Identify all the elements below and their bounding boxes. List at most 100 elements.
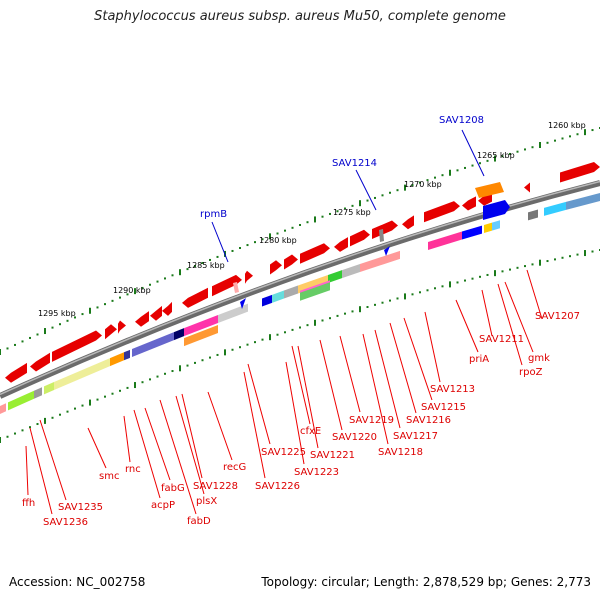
gene-label: SAV1226 (255, 481, 300, 492)
scale-tick (306, 324, 309, 327)
scale-tick (494, 270, 496, 277)
leader-line (461, 129, 485, 177)
scale-tick (591, 250, 594, 253)
gene-block (300, 282, 330, 301)
gene-block (328, 270, 342, 283)
scale-tick (179, 269, 181, 276)
scale-tick (486, 159, 489, 162)
scale-tick (104, 395, 106, 398)
scale-tick (546, 260, 549, 263)
scale-tick (479, 275, 481, 278)
scale-tick (456, 281, 459, 284)
accession-text: Accession: NC_002758 (9, 575, 146, 589)
scale-label: 1290 kbp (113, 286, 151, 295)
scale-tick (74, 407, 76, 410)
scale-tick (254, 241, 256, 244)
gene-arrow (424, 201, 460, 223)
scale-tick (171, 274, 174, 277)
gene-marker (240, 298, 246, 309)
scale-tick (194, 265, 196, 268)
scale-tick (366, 306, 369, 309)
leader-line (362, 333, 389, 445)
gene-arrow (483, 200, 510, 220)
gene-block (0, 403, 6, 414)
scale-tick (396, 297, 399, 300)
scale-label: 1280 kbp (259, 236, 297, 245)
scale-tick (209, 258, 211, 261)
gene-block (44, 381, 54, 395)
scale-tick (329, 212, 331, 215)
scale-tick (321, 215, 324, 218)
scale-tick (269, 233, 271, 240)
gene-arrow (150, 305, 162, 321)
gene-block (174, 328, 184, 341)
scale-label: 1270 kbp (404, 180, 442, 189)
gene-block (124, 349, 130, 361)
scale-tick (66, 319, 69, 322)
backbone-highlight (0, 180, 600, 396)
scale-tick (89, 399, 91, 406)
gene-block (34, 387, 42, 399)
scale-tick (201, 359, 204, 362)
scale-tick (134, 288, 136, 295)
gene-block (544, 201, 566, 216)
gene-arrow (350, 229, 370, 247)
gene-arrow (462, 196, 476, 211)
scale-tick (419, 291, 421, 294)
gene-label: SAV1217 (393, 431, 438, 442)
scale-tick (366, 199, 369, 202)
gene-arrow (300, 243, 330, 264)
scale-tick (576, 133, 579, 136)
scale-tick (411, 184, 414, 187)
gene-label: fabG (161, 483, 185, 494)
scale-tick (261, 338, 264, 341)
gene-block (272, 290, 284, 303)
scale-tick (209, 356, 211, 359)
gene-arrow (402, 215, 414, 230)
gene-label: SAV1220 (332, 432, 377, 443)
gene-arrow (5, 362, 27, 383)
scale-tick (21, 340, 24, 343)
scale-label: 1285 kbp (187, 261, 225, 270)
leader-line (133, 409, 161, 499)
scale-tick (231, 348, 234, 351)
gene-arrow (105, 324, 117, 340)
gene-label: SAV1215 (421, 402, 466, 413)
scale-tick (591, 129, 594, 132)
gene-block (8, 390, 34, 411)
scale-tick (231, 249, 234, 252)
bottom-gene-labels: SAV1207 SAV1211 gmk rpoZ priA SAV1213 SA… (22, 311, 580, 528)
gene-block (184, 324, 218, 347)
leader-line (243, 371, 266, 479)
leader-line (29, 427, 53, 515)
scale-tick (531, 263, 534, 266)
gene-label: SAV1225 (261, 447, 306, 458)
scale-tick (149, 378, 151, 381)
leader-line (247, 363, 271, 445)
scale-tick (14, 343, 16, 346)
leader-line (211, 221, 229, 263)
scale-tick (464, 166, 466, 169)
scale-tick (449, 169, 451, 176)
gene-block (342, 264, 360, 279)
scale-tick (44, 417, 46, 424)
scale-tick (441, 174, 444, 177)
gene-arrow (560, 162, 600, 183)
gene-block (360, 250, 400, 273)
gene-label-top: rpmB (200, 209, 227, 220)
gene-block (566, 193, 600, 210)
scale-tick (246, 244, 249, 247)
scale-tick (336, 210, 339, 213)
gene-label: smc (99, 471, 119, 482)
scale-tick (321, 319, 324, 322)
scale-tick (531, 146, 534, 149)
scale-tick (306, 221, 309, 224)
scale-tick (261, 238, 264, 241)
scale-tick (561, 137, 564, 140)
leader-line (25, 445, 29, 496)
gene-label-top: SAV1214 (332, 158, 377, 169)
scale-tick (164, 372, 166, 375)
scale-tick (111, 299, 114, 302)
scale-tick (426, 179, 429, 182)
